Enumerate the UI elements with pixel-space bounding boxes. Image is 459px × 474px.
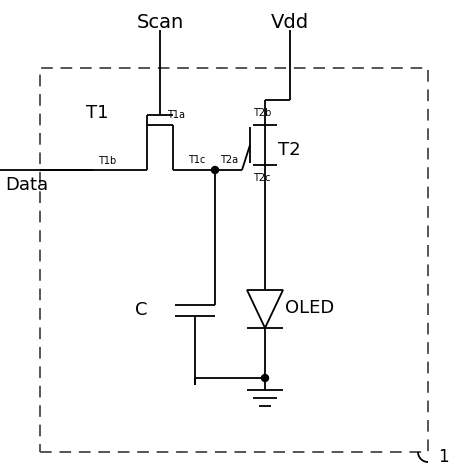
Text: T2: T2	[278, 141, 301, 159]
Text: T2a: T2a	[220, 155, 238, 165]
Circle shape	[262, 374, 269, 382]
Text: C: C	[135, 301, 148, 319]
Text: T1a: T1a	[167, 110, 185, 120]
Text: 1: 1	[438, 448, 448, 466]
Text: Vdd: Vdd	[271, 12, 309, 31]
Text: T1: T1	[85, 104, 108, 122]
Text: T2c: T2c	[253, 173, 270, 183]
Circle shape	[212, 166, 218, 173]
Text: OLED: OLED	[285, 299, 334, 317]
Text: T2b: T2b	[253, 108, 271, 118]
Text: Scan: Scan	[136, 12, 184, 31]
Text: Data: Data	[5, 176, 48, 194]
Text: T1b: T1b	[98, 156, 116, 166]
Text: T1c: T1c	[188, 155, 205, 165]
